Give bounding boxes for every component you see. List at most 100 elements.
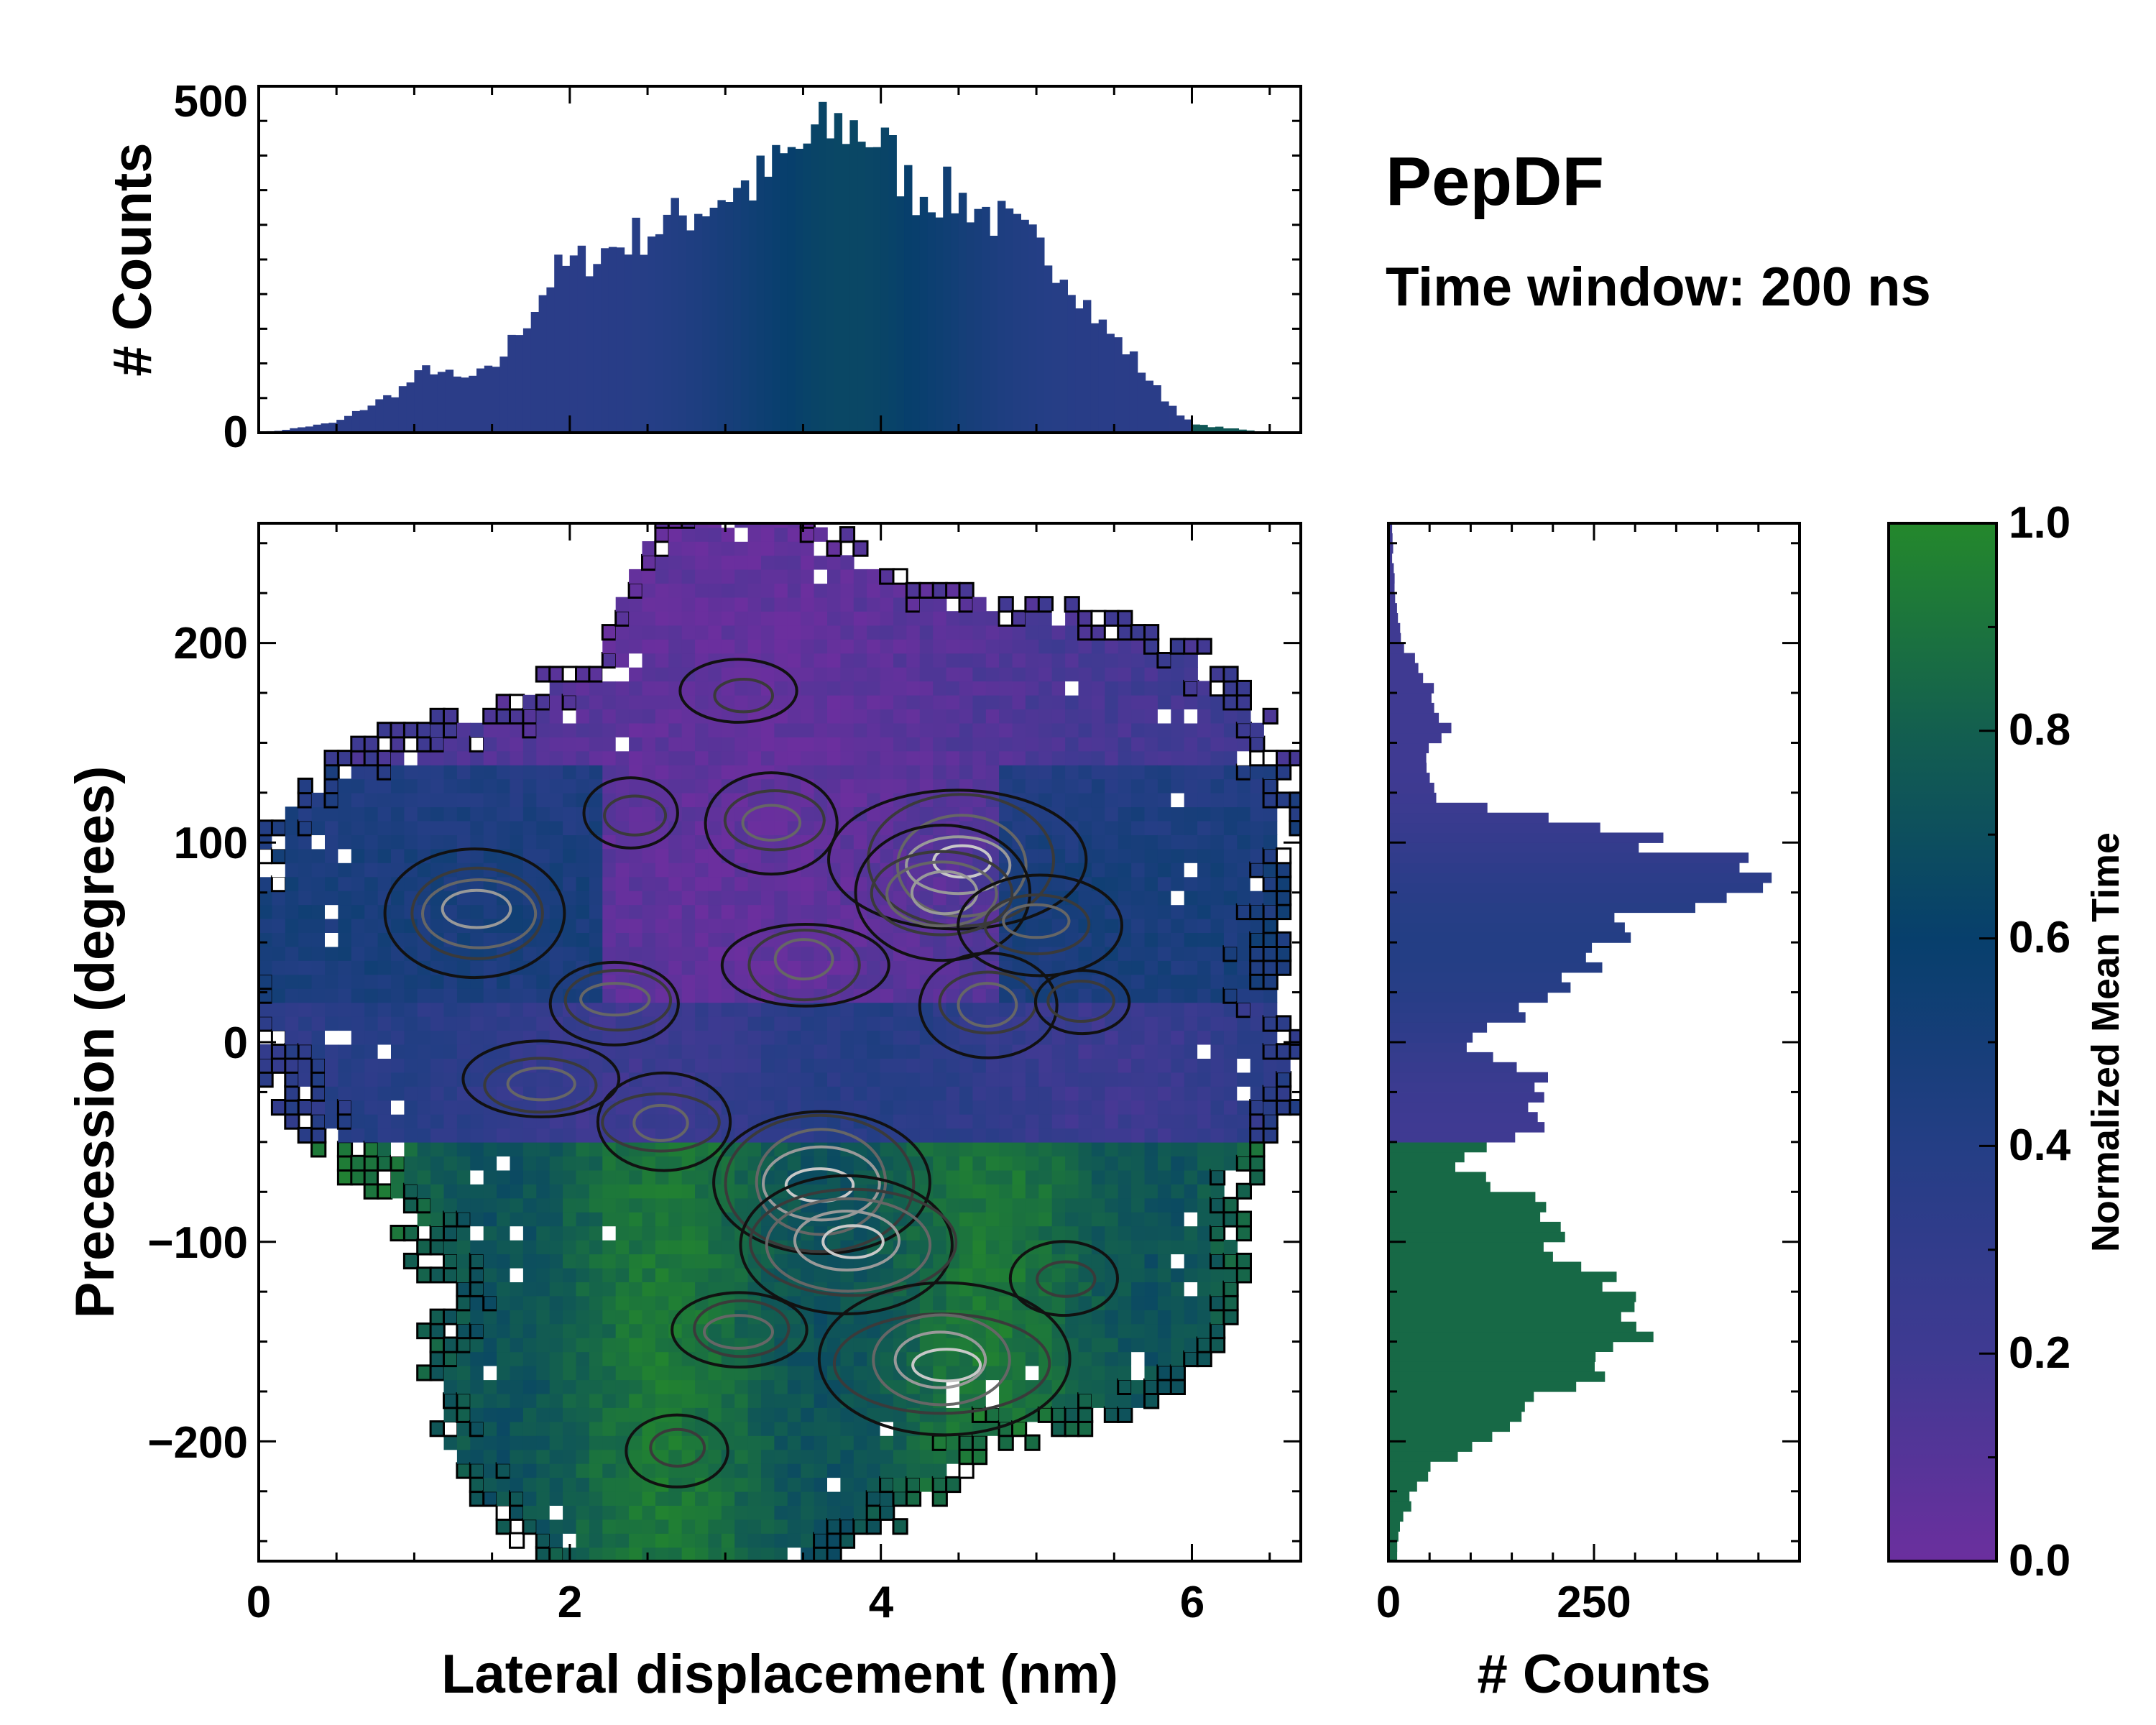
heatmap-cell: [391, 960, 405, 975]
heatmap-cell: [602, 1519, 617, 1534]
heatmap-cell: [801, 1114, 815, 1129]
right-histogram-bar: [1388, 1052, 1493, 1063]
heatmap-cell: [563, 737, 577, 752]
heatmap-cell: [734, 778, 749, 794]
heatmap-cell: [1012, 750, 1026, 765]
heatmap-cell: [946, 722, 960, 737]
heatmap-cell: [576, 1114, 590, 1129]
heatmap-cell: [801, 1393, 815, 1408]
heatmap-cell: [1171, 737, 1185, 752]
heatmap-cell: [483, 1002, 497, 1017]
heatmap-cell: [391, 848, 405, 863]
density-contour: [918, 952, 1059, 1059]
heatmap-cell: [840, 778, 854, 794]
heatmap-cell: [959, 722, 974, 737]
heatmap-cell: [1025, 1197, 1040, 1213]
heatmap-cell: [311, 1100, 326, 1115]
heatmap-cell: [1091, 792, 1106, 808]
heatmap-cell: [1249, 735, 1266, 753]
heatmap-cell: [1184, 1030, 1198, 1045]
heatmap-cell: [1184, 765, 1198, 780]
heatmap-cell: [919, 694, 934, 709]
heatmap-cell: [1091, 1044, 1106, 1059]
heatmap-cell: [906, 709, 921, 724]
heatmap-cell: [1223, 1114, 1238, 1129]
heatmap-cell: [602, 1421, 617, 1436]
heatmap-cell: [1237, 1114, 1251, 1129]
heatmap-cell: [1184, 722, 1198, 737]
heatmap-cell: [1237, 792, 1251, 808]
heatmap-cell: [443, 1072, 458, 1087]
heatmap-cell: [456, 722, 471, 737]
heatmap-cell: [576, 1407, 590, 1422]
heatmap-cell: [1012, 1030, 1026, 1045]
heatmap-cell: [456, 1449, 471, 1464]
heatmap-cell: [958, 581, 975, 599]
heatmap-cell: [602, 639, 617, 654]
ytick-label-200: 200: [174, 619, 248, 668]
density-contour: [957, 982, 1018, 1028]
heatmap-cell: [1157, 1086, 1172, 1101]
top-histogram-bar: [974, 208, 982, 433]
heatmap-cell: [1078, 1058, 1092, 1073]
heatmap-cell: [655, 583, 670, 598]
heatmap-cell: [1025, 666, 1040, 682]
heatmap-cell: [1222, 694, 1239, 711]
heatmap-cell: [867, 653, 881, 668]
heatmap-cell: [708, 681, 722, 696]
heatmap-cell: [1078, 765, 1092, 780]
heatmap-cell: [1262, 1043, 1279, 1060]
heatmap-cell: [893, 653, 908, 668]
heatmap-cell: [497, 1197, 511, 1213]
heatmap-cell: [549, 1295, 563, 1310]
heatmap-cell: [629, 1323, 643, 1338]
heatmap-cell: [1157, 806, 1172, 822]
top-histogram-bar: [772, 144, 780, 433]
heatmap-cell: [1078, 1044, 1092, 1059]
heatmap-cell: [402, 722, 420, 739]
heatmap-cell: [563, 1212, 577, 1227]
heatmap-cell: [1276, 1071, 1292, 1088]
heatmap-cell: [933, 1310, 947, 1325]
heatmap-cell: [615, 1295, 630, 1310]
heatmap-cell: [1171, 666, 1185, 682]
heatmap-cell: [510, 806, 524, 822]
heatmap-cell: [1105, 1197, 1119, 1213]
heatmap-cell: [668, 1533, 683, 1548]
heatmap-cell: [1051, 1030, 1066, 1045]
heatmap-cell: [1038, 1072, 1053, 1087]
heatmap-cell: [325, 960, 339, 975]
heatmap-cell: [377, 1002, 392, 1017]
heatmap-cell: [1263, 765, 1278, 780]
heatmap-cell: [615, 1239, 630, 1255]
heatmap-cell: [522, 750, 538, 765]
heatmap-cell: [483, 1239, 497, 1255]
heatmap-cell: [787, 597, 801, 612]
heatmap-cell: [1235, 1154, 1253, 1172]
heatmap-cell: [668, 639, 683, 654]
heatmap-cell: [774, 1044, 788, 1059]
heatmap-cell: [853, 639, 867, 654]
density-contour: [632, 1103, 689, 1142]
right-histogram-bar: [1388, 1461, 1431, 1472]
top-histogram-bar: [359, 410, 369, 433]
heatmap-cell: [681, 1016, 696, 1031]
heatmap-cell: [1090, 624, 1107, 641]
heatmap-cell: [629, 681, 643, 696]
heatmap-cell: [1157, 709, 1172, 724]
heatmap-cell: [668, 974, 683, 989]
heatmap-cell: [629, 876, 643, 891]
heatmap-cell: [1131, 666, 1146, 682]
heatmap-cell: [1184, 960, 1198, 975]
heatmap-cell: [906, 806, 921, 822]
heatmap-cell: [1262, 959, 1279, 976]
heatmap-cell: [1105, 876, 1119, 891]
heatmap-cell: [629, 946, 643, 961]
heatmap-cell: [880, 1016, 894, 1031]
heatmap-cell: [708, 1282, 722, 1297]
density-contour: [739, 1174, 954, 1316]
density-contour: [747, 929, 861, 1002]
heatmap-cell: [774, 1169, 788, 1184]
heatmap-cell: [536, 1449, 550, 1464]
right-histogram-bar: [1388, 1102, 1529, 1113]
